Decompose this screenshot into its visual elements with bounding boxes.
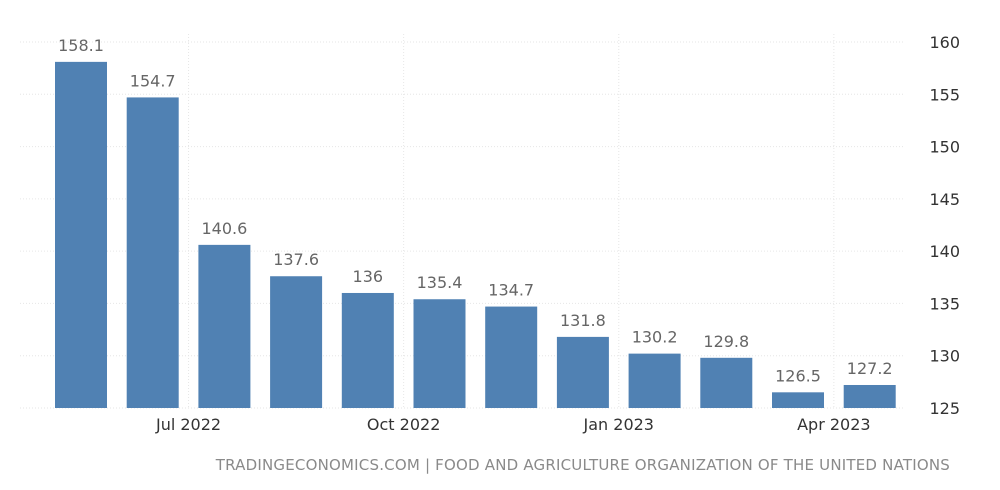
x-tick-label: Apr 2023 — [797, 415, 870, 434]
bar-value-label: 137.6 — [273, 250, 319, 269]
bar — [198, 244, 251, 408]
bar-value-label: 135.4 — [417, 273, 463, 292]
source-footer: TRADINGECONOMICS.COM | FOOD AND AGRICULT… — [215, 456, 950, 474]
y-tick-label: 160 — [929, 33, 960, 52]
y-tick-label: 150 — [929, 138, 960, 157]
bars-group — [55, 61, 896, 409]
bar-value-label: 127.2 — [847, 359, 893, 378]
y-tick-label: 125 — [929, 399, 960, 418]
bar — [413, 299, 466, 408]
bar — [628, 353, 681, 408]
bar-value-label: 134.7 — [488, 281, 534, 300]
y-tick-label: 155 — [929, 85, 960, 104]
x-tick-label: Jul 2022 — [155, 415, 221, 434]
bar — [341, 292, 394, 408]
y-tick-label: 130 — [929, 347, 960, 366]
x-tick-label: Oct 2022 — [367, 415, 440, 434]
bar — [772, 392, 824, 408]
y-tick-label: 140 — [929, 242, 960, 261]
bar — [270, 276, 323, 408]
value-labels-group: 158.1 154.7 140.6 137.6 136 135.4 134.7 131.8 13… — [58, 36, 893, 385]
bar-value-label: 129.8 — [703, 332, 749, 351]
bar — [843, 384, 896, 408]
bar-value-label: 130.2 — [632, 328, 678, 347]
bar-value-label: 158.1 — [58, 36, 104, 55]
bar-value-label: 140.6 — [201, 219, 247, 238]
bar — [485, 306, 538, 408]
bar — [700, 357, 753, 408]
y-tick-label: 135 — [929, 294, 960, 313]
y-axis: 125 130 135 140 145 150 155 160 — [929, 33, 960, 418]
bar — [556, 336, 609, 408]
y-tick-label: 145 — [929, 190, 960, 209]
bar-value-label: 154.7 — [130, 71, 176, 90]
bar — [126, 97, 179, 409]
bar-value-label: 136 — [353, 267, 384, 286]
bar-value-label: 131.8 — [560, 311, 606, 330]
bar-value-label: 126.5 — [775, 366, 821, 385]
bar — [55, 61, 107, 409]
x-tick-label: Jan 2023 — [583, 415, 654, 434]
x-axis: Jul 2022 Oct 2022 Jan 2023 Apr 2023 — [155, 415, 871, 434]
